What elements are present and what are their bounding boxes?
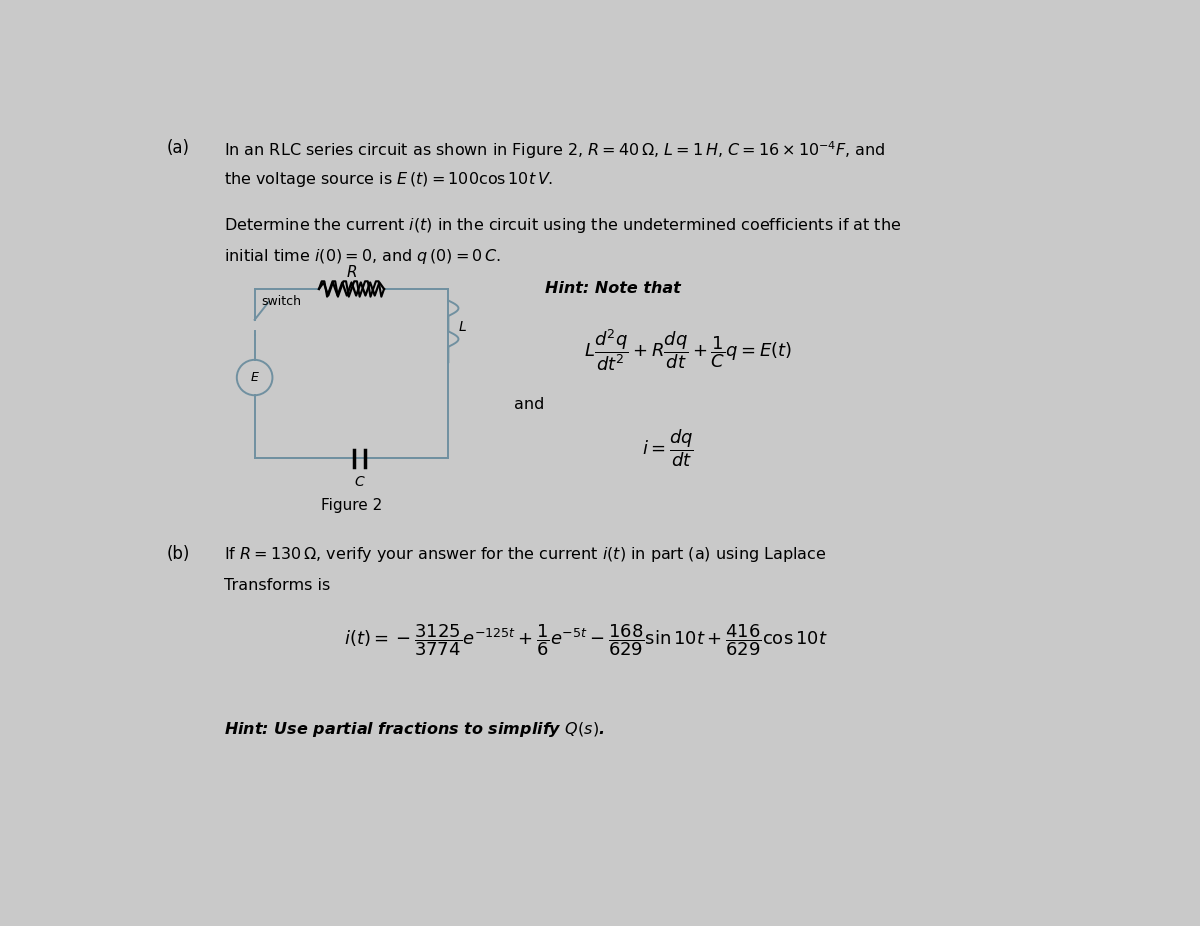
Text: $i = \dfrac{dq}{dt}$: $i = \dfrac{dq}{dt}$	[642, 428, 694, 469]
Text: R: R	[346, 265, 356, 280]
Text: (a): (a)	[167, 139, 190, 156]
Text: switch: switch	[260, 295, 301, 308]
Text: If $R = 130\,\Omega$, verify your answer for the current $i(t)$ in part (a) usin: If $R = 130\,\Omega$, verify your answer…	[223, 545, 826, 565]
Text: Figure 2: Figure 2	[320, 498, 382, 513]
Text: and: and	[515, 396, 545, 412]
Text: initial time $i(0) = 0$, and $q\,(0) = 0\,C$.: initial time $i(0) = 0$, and $q\,(0) = 0…	[223, 246, 500, 266]
Text: C: C	[354, 475, 364, 489]
Text: L: L	[458, 320, 466, 334]
Text: Hint: Note that: Hint: Note that	[545, 282, 682, 296]
Text: (b): (b)	[167, 545, 191, 563]
Text: $i(t) = -\dfrac{3125}{3774}e^{-125t} + \dfrac{1}{6}e^{-5t} - \dfrac{168}{629}\si: $i(t) = -\dfrac{3125}{3774}e^{-125t} + \…	[343, 622, 828, 658]
Text: the voltage source is $E\,(t) = 100 \cos 10t\,V$.: the voltage source is $E\,(t) = 100 \cos…	[223, 169, 553, 189]
Text: In an RLC series circuit as shown in Figure 2, $R = 40\,\Omega$, $L = 1\,H$, $C : In an RLC series circuit as shown in Fig…	[223, 139, 886, 160]
Text: $L\dfrac{d^2q}{dt^2} + R\dfrac{dq}{dt} + \dfrac{1}{C}q = E(t)$: $L\dfrac{d^2q}{dt^2} + R\dfrac{dq}{dt} +…	[584, 328, 792, 373]
Text: Determine the current $i(t)$ in the circuit using the undetermined coefficients : Determine the current $i(t)$ in the circ…	[223, 216, 901, 235]
Text: Hint: Use partial fractions to simplify $Q(s)$.: Hint: Use partial fractions to simplify …	[223, 720, 604, 739]
Text: E: E	[251, 371, 258, 384]
Text: Transforms is: Transforms is	[223, 578, 330, 593]
